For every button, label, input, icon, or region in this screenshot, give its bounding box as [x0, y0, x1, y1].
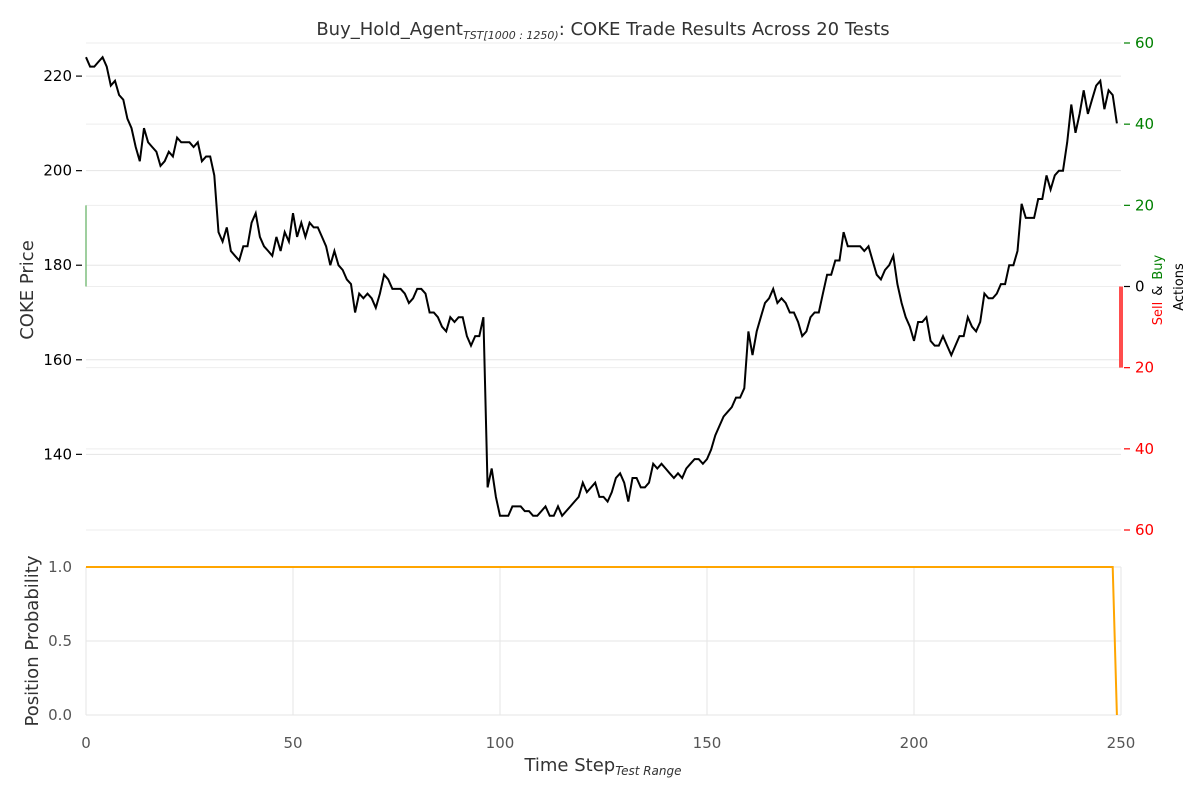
position-y-tick-label: 0.5	[48, 632, 72, 650]
x-tick-label: 200	[900, 734, 929, 752]
price-y-tick-label: 220	[43, 67, 72, 85]
action-y-tick-label: 0	[1135, 278, 1145, 296]
price-y-tick-label: 160	[43, 351, 72, 369]
position-y-ticks: 0.0 0.5 1.0	[48, 558, 72, 724]
price-line	[85, 55, 1118, 518]
price-y-ticks: 140 160 180 200 220	[43, 67, 82, 463]
action-y-tick-label: 40	[1135, 115, 1154, 133]
chart-title: Buy_Hold_AgentTST[1000 : 1250): COKE Tra…	[316, 19, 889, 42]
x-tick-label: 50	[283, 734, 302, 752]
price-y-tick-label: 140	[43, 445, 72, 463]
action-y-axis-label: Sell & Buy	[1151, 254, 1166, 325]
action-y-ticks: 60 40 20 0 20 40 60	[1124, 34, 1154, 539]
position-y-axis-label: Position Probability	[22, 555, 43, 726]
action-bars	[85, 205, 1123, 368]
price-grid	[86, 75, 1121, 455]
x-axis-label-subscript: Test Range	[615, 764, 681, 778]
x-tick-label: 100	[486, 734, 515, 752]
price-y-tick-label: 200	[43, 162, 72, 180]
position-panel: 0.0 0.5 1.0 0 50 100 150 200 250 Position Proba…	[22, 555, 1135, 778]
x-tick-label: 150	[693, 734, 722, 752]
action-y-tick-label: 20	[1135, 359, 1154, 377]
position-y-tick-label: 1.0	[48, 558, 72, 576]
x-axis-label-main: Time Step	[523, 755, 615, 776]
action-y-tick-label: 40	[1135, 440, 1154, 458]
price-y-axis-label: COKE Price	[17, 240, 38, 340]
x-tick-label: 250	[1107, 734, 1136, 752]
action-y-label-buy: Buy	[1151, 254, 1166, 279]
action-y-tick-label: 60	[1135, 34, 1154, 52]
chart-title-prefix: Buy_Hold_Agent	[316, 19, 463, 40]
position-line	[86, 566, 1118, 716]
action-grid	[86, 42, 1121, 531]
x-tick-label: 0	[81, 734, 91, 752]
position-y-tick-label: 0.0	[48, 706, 72, 724]
action-y-axis-label-actions: Actions	[1172, 263, 1187, 311]
chart-title-suffix: : COKE Trade Results Across 20 Tests	[559, 19, 890, 40]
action-y-tick-label: 60	[1135, 521, 1154, 539]
price-y-tick-label: 180	[43, 256, 72, 274]
chart-title-subscript: TST[1000 : 1250)	[463, 29, 559, 42]
action-y-label-sell: Sell	[1151, 302, 1166, 325]
action-y-label-amp: &	[1151, 286, 1166, 296]
position-grid	[85, 566, 1122, 716]
action-y-tick-label: 20	[1135, 196, 1154, 214]
position-x-ticks: 0 50 100 150 200 250	[81, 734, 1135, 752]
x-axis-label: Time StepTest Range	[523, 755, 681, 778]
